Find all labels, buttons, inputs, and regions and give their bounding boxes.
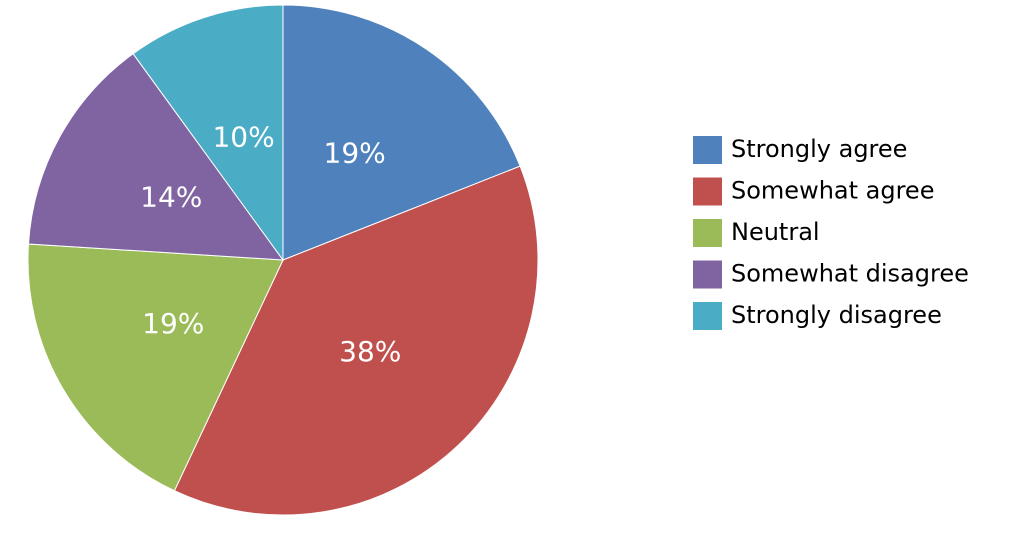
- data-label: 14%: [140, 181, 202, 214]
- data-label: 19%: [142, 307, 204, 340]
- legend-swatch: [693, 219, 722, 247]
- data-label: 38%: [339, 335, 401, 368]
- legend-label: Strongly agree: [731, 135, 907, 163]
- legend-label: Somewhat agree: [731, 177, 934, 205]
- pie-slice: [27, 243, 284, 492]
- legend-label: Somewhat disagree: [731, 260, 969, 288]
- legend-swatch: [693, 177, 722, 206]
- pie-slice: [27, 53, 285, 261]
- legend-swatch: [693, 260, 722, 289]
- pie-slice: [282, 4, 521, 261]
- legend-swatch: [693, 136, 722, 164]
- pie-slice: [173, 165, 539, 516]
- data-label: 10%: [212, 121, 274, 154]
- pie-slice: [132, 4, 284, 262]
- legend-swatch: [693, 302, 722, 330]
- legend-label: Strongly disagree: [731, 301, 942, 329]
- data-label: 19%: [324, 137, 386, 170]
- legend-label: Neutral: [731, 218, 820, 246]
